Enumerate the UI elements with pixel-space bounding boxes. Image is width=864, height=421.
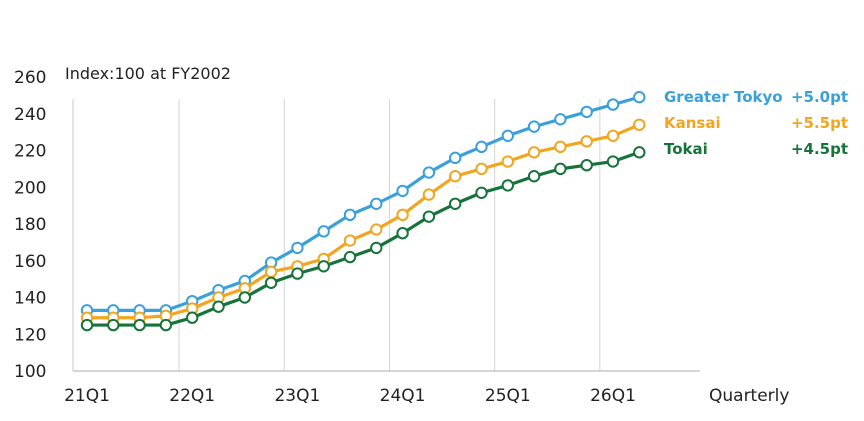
data-point xyxy=(527,170,541,183)
data-point xyxy=(291,241,304,255)
legend-name: Greater Tokyo xyxy=(664,88,783,106)
data-point xyxy=(449,170,462,183)
data-point xyxy=(527,120,541,133)
y-tick-label: 100 xyxy=(14,362,46,382)
data-point xyxy=(343,250,357,264)
data-point xyxy=(264,276,278,289)
legend-name: Tokai xyxy=(664,140,708,158)
data-point xyxy=(501,179,514,192)
data-point xyxy=(580,135,593,148)
data-point xyxy=(107,318,120,332)
data-point xyxy=(370,197,383,210)
index-note: Index:100 at FY2002 xyxy=(65,64,231,83)
axis-layer: 100 120 140 160 180 200 220 240 260 21Q1 22Q1 23Q1 2… xyxy=(14,68,700,406)
data-point xyxy=(501,155,514,168)
x-tick-label: 21Q1 xyxy=(64,386,110,406)
legend-name: Kansai xyxy=(664,114,721,132)
data-point xyxy=(606,129,620,143)
data-point xyxy=(370,223,383,236)
series-layer xyxy=(80,91,646,332)
data-point xyxy=(186,311,199,324)
series-line-greater-tokyo xyxy=(87,95,640,312)
legend-change: +4.5pt xyxy=(791,140,848,158)
data-point xyxy=(580,159,593,172)
data-point xyxy=(580,105,593,119)
y-tick-label: 180 xyxy=(14,215,46,235)
data-point xyxy=(159,318,173,332)
data-point xyxy=(422,188,436,201)
data-point xyxy=(317,260,330,273)
data-point xyxy=(396,208,409,222)
data-point xyxy=(212,300,225,313)
data-point xyxy=(317,225,330,238)
data-point xyxy=(133,318,146,332)
grid-layer xyxy=(178,99,601,371)
data-point xyxy=(554,162,567,176)
x-tick-label: 26Q1 xyxy=(590,386,636,406)
data-point xyxy=(343,234,357,247)
data-point xyxy=(422,210,436,223)
x-tick-label: 25Q1 xyxy=(485,386,531,406)
x-tick-label: 22Q1 xyxy=(169,386,215,406)
data-point xyxy=(291,267,304,280)
legend-change: +5.0pt xyxy=(791,88,848,106)
data-point xyxy=(449,197,462,210)
data-point xyxy=(554,140,567,154)
data-point xyxy=(475,162,488,176)
data-point xyxy=(370,241,383,255)
series-line-kansai xyxy=(87,123,640,320)
legend-change: +5.5pt xyxy=(791,114,848,132)
y-tick-label: 140 xyxy=(14,289,46,309)
series-line-tokai xyxy=(87,150,640,327)
data-point xyxy=(606,155,620,168)
data-point xyxy=(633,118,646,131)
data-point xyxy=(606,98,620,111)
data-point xyxy=(633,91,646,104)
data-point xyxy=(343,208,357,222)
data-point xyxy=(475,140,488,154)
y-tick-label: 260 xyxy=(14,68,46,88)
data-point xyxy=(396,226,409,240)
y-tick-label: 160 xyxy=(14,252,46,272)
data-point xyxy=(501,129,514,143)
y-tick-label: 220 xyxy=(14,142,46,162)
data-point xyxy=(633,146,646,159)
data-point xyxy=(238,291,252,304)
data-point xyxy=(475,186,488,199)
data-point xyxy=(554,113,567,126)
data-point xyxy=(396,184,409,198)
data-point xyxy=(449,151,462,165)
data-point xyxy=(422,166,436,179)
data-point xyxy=(80,318,94,332)
data-point xyxy=(527,146,541,159)
y-tick-label: 200 xyxy=(14,178,46,198)
x-tick-label: 24Q1 xyxy=(380,386,426,406)
y-tick-label: 120 xyxy=(14,325,46,345)
data-point xyxy=(264,265,278,278)
x-axis-label: Quarterly xyxy=(709,386,789,406)
legend: Greater Tokyo +5.0pt Kansai +5.5pt Tokai +4.5… xyxy=(664,88,848,158)
y-tick-label: 240 xyxy=(14,105,46,125)
x-tick-label: 23Q1 xyxy=(274,386,320,406)
